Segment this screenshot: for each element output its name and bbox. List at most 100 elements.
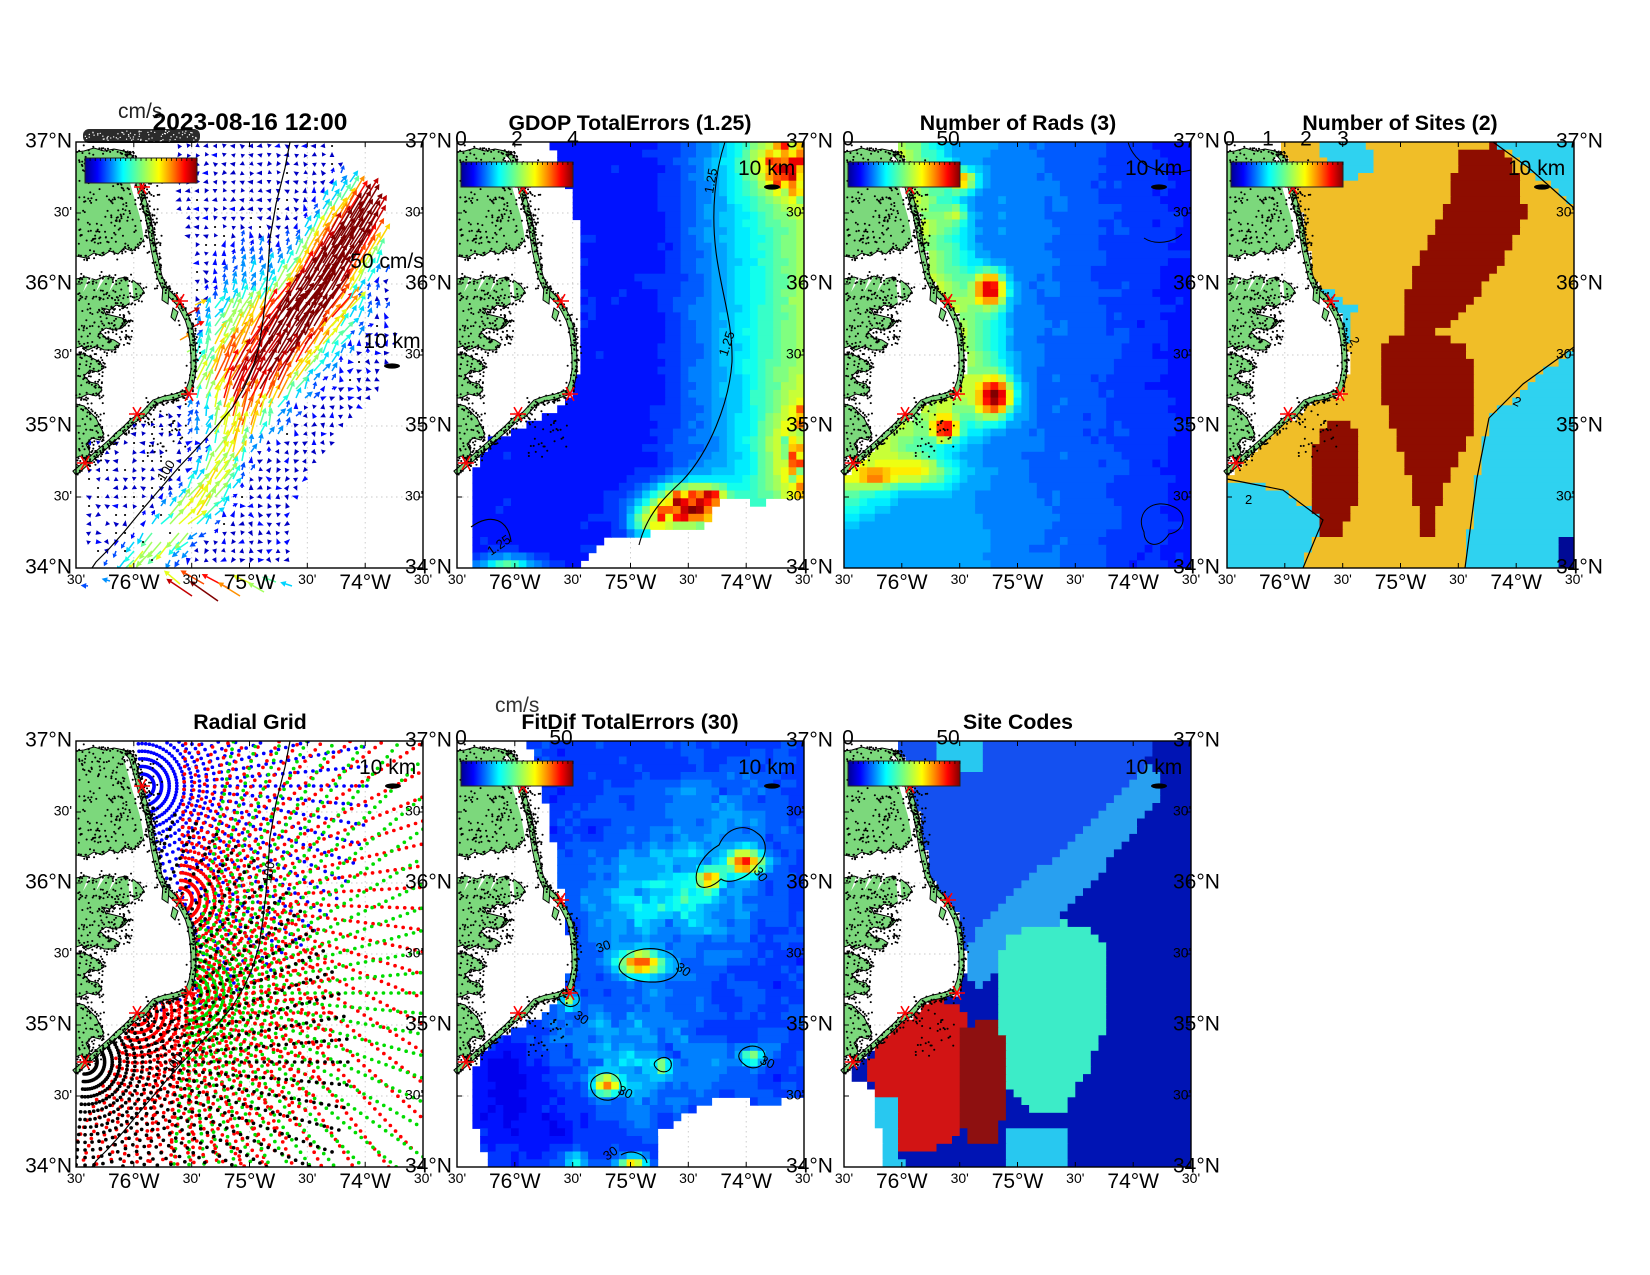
svg-text:75°W: 75°W [992, 1170, 1044, 1193]
svg-text:76°W: 76°W [108, 571, 160, 594]
svg-text:35°N: 35°N [405, 1013, 452, 1036]
svg-text:30': 30' [795, 1170, 813, 1186]
svg-text:30': 30' [405, 346, 423, 362]
svg-text:30': 30' [1556, 346, 1574, 362]
svg-text:30': 30' [54, 204, 72, 220]
svg-text:30': 30' [298, 571, 316, 587]
svg-text:74°W: 74°W [1490, 571, 1542, 594]
svg-text:30': 30' [54, 945, 72, 961]
svg-text:35°N: 35°N [1173, 414, 1220, 437]
svg-text:37°N: 37°N [1173, 729, 1220, 752]
svg-text:30': 30' [951, 1170, 969, 1186]
svg-text:37°N: 37°N [405, 729, 452, 752]
svg-text:0: 0 [842, 727, 854, 750]
svg-text:30': 30' [1066, 571, 1084, 587]
svg-text:2: 2 [511, 128, 523, 151]
svg-text:76°W: 76°W [876, 1170, 928, 1193]
svg-text:30': 30' [448, 571, 466, 587]
svg-text:30': 30' [1173, 346, 1191, 362]
svg-text:0: 0 [455, 128, 467, 151]
svg-text:30': 30' [835, 571, 853, 587]
svg-text:30': 30' [564, 571, 582, 587]
svg-text:50: 50 [936, 727, 959, 750]
svg-text:76°W: 76°W [489, 571, 541, 594]
svg-text:10 km: 10 km [1508, 157, 1565, 180]
svg-text:30': 30' [795, 571, 813, 587]
svg-text:76°W: 76°W [489, 1170, 541, 1193]
svg-text:30': 30' [1334, 571, 1352, 587]
svg-text:FitDif TotalErrors (30): FitDif TotalErrors (30) [521, 710, 738, 734]
svg-text:34°N: 34°N [786, 556, 833, 579]
svg-text:76°W: 76°W [1259, 571, 1311, 594]
svg-text:37°N: 37°N [1173, 130, 1220, 153]
svg-text:30': 30' [54, 488, 72, 504]
svg-text:74°W: 74°W [1107, 571, 1159, 594]
svg-text:34°N: 34°N [25, 1155, 72, 1178]
svg-text:30': 30' [405, 488, 423, 504]
svg-text:0: 0 [1223, 128, 1235, 151]
svg-text:34°N: 34°N [25, 556, 72, 579]
svg-text:30': 30' [679, 571, 697, 587]
svg-text:37°N: 37°N [786, 729, 833, 752]
svg-text:Number of Sites (2): Number of Sites (2) [1302, 111, 1497, 135]
svg-text:30': 30' [786, 346, 804, 362]
svg-text:30': 30' [1173, 803, 1191, 819]
svg-text:75°W: 75°W [224, 1170, 276, 1193]
svg-text:36°N: 36°N [25, 871, 72, 894]
svg-text:10 km: 10 km [1125, 756, 1182, 779]
svg-text:74°W: 74°W [720, 571, 772, 594]
svg-text:1.25: 1.25 [701, 167, 720, 195]
svg-text:30': 30' [405, 803, 423, 819]
svg-text:30': 30' [54, 1087, 72, 1103]
svg-text:37°N: 37°N [25, 130, 72, 153]
svg-text:cm/s: cm/s [118, 100, 162, 123]
svg-text:34°N: 34°N [1173, 556, 1220, 579]
svg-text:30': 30' [1173, 945, 1191, 961]
svg-text:30': 30' [951, 571, 969, 587]
svg-text:74°W: 74°W [339, 571, 391, 594]
svg-text:3: 3 [1337, 128, 1349, 151]
svg-text:30': 30' [1556, 488, 1574, 504]
svg-text:0: 0 [455, 727, 467, 750]
svg-text:10 km: 10 km [738, 157, 795, 180]
svg-text:1: 1 [1262, 128, 1274, 151]
svg-text:76°W: 76°W [108, 1170, 160, 1193]
svg-text:10 km: 10 km [363, 330, 420, 353]
svg-text:35°N: 35°N [786, 1013, 833, 1036]
svg-text:75°W: 75°W [992, 571, 1044, 594]
svg-text:30': 30' [1173, 204, 1191, 220]
svg-text:30': 30' [1066, 1170, 1084, 1186]
svg-text:cm/s: cm/s [495, 694, 539, 717]
svg-text:30': 30' [835, 1170, 853, 1186]
svg-text:34°N: 34°N [405, 556, 452, 579]
svg-text:2: 2 [1300, 128, 1312, 151]
svg-text:36°N: 36°N [1173, 272, 1220, 295]
svg-text:50 cm/s: 50 cm/s [350, 250, 424, 273]
svg-text:10 km: 10 km [359, 756, 416, 779]
svg-text:30': 30' [1565, 571, 1583, 587]
svg-text:50: 50 [549, 727, 572, 750]
svg-text:36°N: 36°N [786, 871, 833, 894]
svg-text:1.25: 1.25 [716, 329, 738, 358]
svg-text:36°N: 36°N [405, 272, 452, 295]
svg-text:76°W: 76°W [876, 571, 928, 594]
svg-text:10 km: 10 km [738, 756, 795, 779]
svg-text:30': 30' [183, 571, 201, 587]
svg-text:30': 30' [414, 1170, 432, 1186]
svg-text:30': 30' [786, 488, 804, 504]
svg-text:30': 30' [405, 204, 423, 220]
svg-text:Number of Rads (3): Number of Rads (3) [920, 111, 1116, 135]
svg-text:36°N: 36°N [25, 272, 72, 295]
svg-text:30': 30' [786, 945, 804, 961]
svg-text:74°W: 74°W [1107, 1170, 1159, 1193]
svg-text:30': 30' [786, 1087, 804, 1103]
svg-text:35°N: 35°N [786, 414, 833, 437]
svg-text:34°N: 34°N [405, 1155, 452, 1178]
svg-text:30': 30' [1173, 488, 1191, 504]
svg-text:30: 30 [616, 1082, 635, 1102]
svg-text:36°N: 36°N [1173, 871, 1220, 894]
svg-text:36°N: 36°N [1556, 272, 1603, 295]
svg-text:30': 30' [564, 1170, 582, 1186]
svg-text:2023-08-16 12:00: 2023-08-16 12:00 [153, 109, 348, 136]
svg-text:30': 30' [54, 346, 72, 362]
